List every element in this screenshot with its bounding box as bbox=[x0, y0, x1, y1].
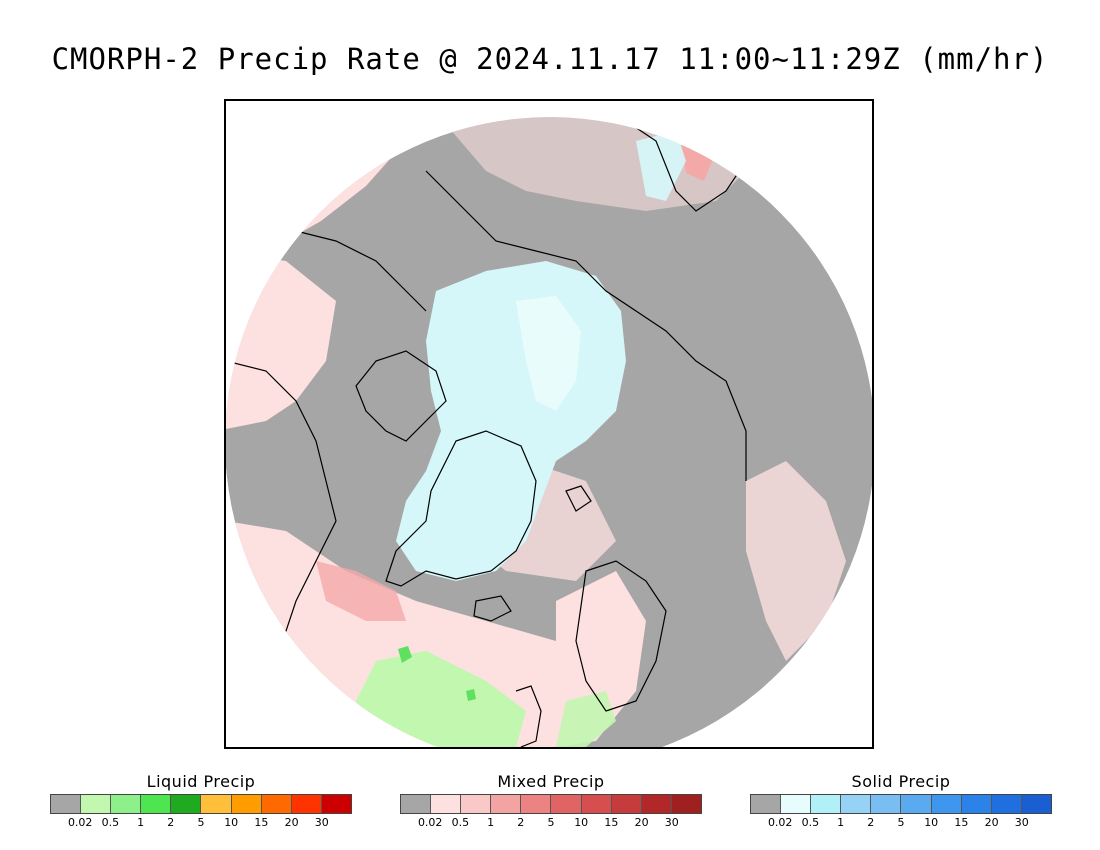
coast-siberia bbox=[425, 170, 747, 481]
legend-tick-label: 2 bbox=[517, 816, 525, 829]
coast-iceland bbox=[473, 595, 512, 622]
legend-swatch bbox=[51, 795, 82, 813]
legend-swatch bbox=[611, 795, 642, 813]
legend-tick-label: 15 bbox=[254, 816, 269, 829]
legend-swatch bbox=[261, 795, 292, 813]
legend-swatches-solid bbox=[750, 794, 1052, 814]
liquid-precip-north-atlantic bbox=[356, 651, 526, 747]
legend-tick-label: 0.5 bbox=[801, 816, 820, 829]
legend-tick-label: 0.02 bbox=[417, 816, 443, 829]
legend-swatch bbox=[811, 795, 842, 813]
legend-liquid: Liquid Precip 0.02 0.5 1 2 5 10 15 20 30 bbox=[50, 772, 352, 830]
legend-swatch bbox=[1021, 795, 1051, 813]
legend-tick-label: 5 bbox=[547, 816, 555, 829]
legend-title-liquid: Liquid Precip bbox=[146, 772, 256, 791]
legend-title-solid: Solid Precip bbox=[851, 772, 951, 791]
legend-swatch bbox=[321, 795, 351, 813]
liquid-precip-moderate bbox=[398, 646, 412, 663]
legend-swatch bbox=[901, 795, 932, 813]
legend-title-mixed: Mixed Precip bbox=[497, 772, 605, 791]
legend-swatch bbox=[81, 795, 112, 813]
legend-tick-label: 0.5 bbox=[101, 816, 120, 829]
legend-tick-label: 20 bbox=[984, 816, 999, 829]
legend-swatch bbox=[111, 795, 142, 813]
legend-swatch bbox=[461, 795, 492, 813]
coast-scandinavia bbox=[575, 560, 667, 712]
legend-swatch bbox=[431, 795, 462, 813]
legend-tick-label: 10 bbox=[574, 816, 589, 829]
coastlines bbox=[226, 120, 747, 747]
legend-tick-label: 10 bbox=[924, 816, 939, 829]
legend-tick-label: 5 bbox=[897, 816, 905, 829]
legend-ticks-liquid: 0.02 0.5 1 2 5 10 15 20 30 bbox=[50, 814, 352, 830]
legend-tick-label: 20 bbox=[634, 816, 649, 829]
legend-swatch bbox=[781, 795, 812, 813]
legend-swatch bbox=[551, 795, 582, 813]
legend-solid: Solid Precip 0.02 0.5 1 2 5 10 15 20 30 bbox=[750, 772, 1052, 830]
legend-swatch bbox=[141, 795, 172, 813]
legend-tick-label: 15 bbox=[604, 816, 619, 829]
legend-swatches-liquid bbox=[50, 794, 352, 814]
legend-tick-label: 2 bbox=[167, 816, 175, 829]
coast-canada-archipelago bbox=[355, 350, 447, 442]
legend-swatch bbox=[991, 795, 1022, 813]
polar-precip-map bbox=[224, 99, 874, 749]
legend-swatch bbox=[401, 795, 432, 813]
legend-swatch bbox=[751, 795, 782, 813]
chart-title: CMORPH-2 Precip Rate @ 2024.11.17 11:00~… bbox=[51, 42, 1049, 76]
legend-swatch bbox=[671, 795, 701, 813]
legend-tick-label: 0.02 bbox=[67, 816, 93, 829]
legend-tick-label: 0.02 bbox=[767, 816, 793, 829]
legend-swatch bbox=[171, 795, 202, 813]
legend-swatch bbox=[871, 795, 902, 813]
solid-precip-core bbox=[516, 296, 581, 411]
legend-swatch bbox=[521, 795, 552, 813]
coast-north-america bbox=[226, 360, 337, 648]
legend-swatch bbox=[201, 795, 232, 813]
legend-swatch bbox=[841, 795, 872, 813]
legend-tick-label: 5 bbox=[197, 816, 205, 829]
mixed-precip-east bbox=[746, 461, 846, 661]
coast-uk bbox=[515, 685, 542, 747]
legend-swatch bbox=[491, 795, 522, 813]
coast-kamchatka bbox=[625, 120, 747, 212]
legend-ticks-mixed: 0.02 0.5 1 2 5 10 15 20 30 bbox=[400, 814, 702, 830]
legend-tick-label: 30 bbox=[314, 816, 329, 829]
legend-tick-label: 1 bbox=[487, 816, 495, 829]
legend-tick-label: 15 bbox=[954, 816, 969, 829]
map-svg bbox=[226, 101, 872, 747]
legend-swatch bbox=[291, 795, 322, 813]
coast-alaska bbox=[295, 230, 427, 312]
legend-swatch bbox=[581, 795, 612, 813]
legend-swatch bbox=[231, 795, 262, 813]
legend-tick-label: 20 bbox=[284, 816, 299, 829]
liquid-precip-baltic bbox=[556, 691, 616, 747]
legend-ticks-solid: 0.02 0.5 1 2 5 10 15 20 30 bbox=[750, 814, 1052, 830]
legend-swatches-mixed bbox=[400, 794, 702, 814]
legend-mixed: Mixed Precip 0.02 0.5 1 2 5 10 15 20 30 bbox=[400, 772, 702, 830]
coast-greenland bbox=[385, 430, 537, 587]
liquid-precip-moderate-2 bbox=[466, 689, 476, 701]
legend-swatch bbox=[961, 795, 992, 813]
legend-tick-label: 30 bbox=[1014, 816, 1029, 829]
legend-tick-label: 1 bbox=[137, 816, 145, 829]
legend-tick-label: 0.5 bbox=[451, 816, 470, 829]
legend-tick-label: 30 bbox=[664, 816, 679, 829]
legend-swatch bbox=[641, 795, 672, 813]
legend-tick-label: 1 bbox=[837, 816, 845, 829]
legend-swatch bbox=[931, 795, 962, 813]
legend-tick-label: 2 bbox=[867, 816, 875, 829]
mixed-precip-moderate-sw bbox=[316, 561, 406, 621]
coast-svalbard bbox=[565, 485, 592, 512]
legend-tick-label: 10 bbox=[224, 816, 239, 829]
